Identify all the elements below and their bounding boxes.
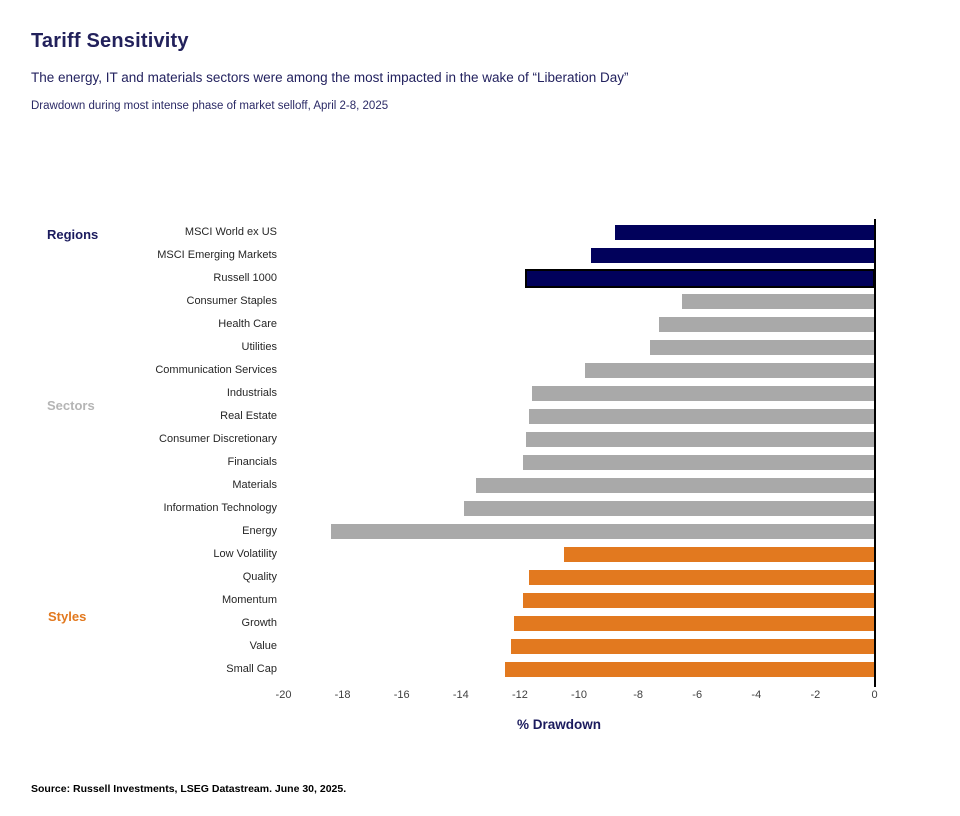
bar-rows: MSCI World ex US MSCI Emerging Markets Rus… [0, 221, 960, 681]
category-label: Real Estate [220, 410, 277, 422]
bar-low-volatility [564, 547, 875, 562]
bar-row: Momentum [0, 589, 960, 612]
bar-row: Materials [0, 474, 960, 497]
bar-row: Industrials [0, 382, 960, 405]
category-label: Energy [242, 525, 277, 537]
bar-communication-services [584, 363, 875, 378]
bar-consumer-discretionary [525, 432, 875, 447]
chart-note: Drawdown during most intense phase of ma… [31, 100, 389, 112]
bar-msci-world-ex-us [614, 225, 875, 240]
bar-industrials [531, 386, 875, 401]
category-label: Consumer Discretionary [159, 433, 277, 445]
bar-small-cap [505, 662, 875, 677]
bar-row: Real Estate [0, 405, 960, 428]
category-label: Russell 1000 [213, 272, 277, 284]
bar-msci-emerging-markets [590, 248, 875, 263]
bar-row: MSCI World ex US [0, 221, 960, 244]
bar-row: Small Cap [0, 658, 960, 681]
bar-row: Russell 1000 [0, 267, 960, 290]
bar-information-technology [463, 501, 875, 516]
bar-row: Utilities [0, 336, 960, 359]
category-label: Materials [232, 479, 277, 491]
category-label: MSCI Emerging Markets [157, 249, 277, 261]
source-note: Source: Russell Investments, LSEG Datast… [31, 783, 347, 795]
x-axis-title: % Drawdown [516, 717, 602, 732]
zero-axis-line [874, 219, 876, 687]
x-tick-label: -2 [810, 689, 821, 701]
bar-row: Consumer Staples [0, 290, 960, 313]
category-label: Industrials [226, 387, 277, 399]
bar-row: Consumer Discretionary [0, 428, 960, 451]
bar-row: MSCI Emerging Markets [0, 244, 960, 267]
bar-real-estate [528, 409, 875, 424]
category-label: Utilities [241, 341, 277, 353]
bar-health-care [658, 317, 875, 332]
bar-row: Low Volatility [0, 543, 960, 566]
x-tick-label: -4 [751, 689, 762, 701]
x-tick-label: -14 [452, 689, 469, 701]
category-label: Momentum [221, 594, 277, 606]
category-label: Quality [242, 571, 277, 583]
bar-row: Communication Services [0, 359, 960, 382]
bar-value [511, 639, 875, 654]
category-label: Information Technology [163, 502, 277, 514]
x-tick-label: -18 [334, 689, 351, 701]
bar-row: Quality [0, 566, 960, 589]
bar-russell-1000 [524, 269, 875, 288]
group-label-regions: Regions [47, 227, 99, 242]
bar-row: Information Technology [0, 497, 960, 520]
bar-row: Financials [0, 451, 960, 474]
category-label: Small Cap [226, 663, 277, 675]
bar-utilities [649, 340, 875, 355]
category-label: Communication Services [155, 364, 277, 376]
category-label: Low Volatility [213, 548, 277, 560]
bar-consumer-staples [682, 294, 875, 309]
bar-quality [528, 570, 875, 585]
category-label: Value [249, 640, 277, 652]
bar-row: Energy [0, 520, 960, 543]
bar-momentum [522, 593, 875, 608]
bar-growth [514, 616, 875, 631]
category-label: Financials [227, 456, 277, 468]
group-label-sectors: Sectors [47, 398, 95, 413]
x-tick-label: -12 [511, 689, 528, 701]
category-label: Health Care [218, 318, 277, 330]
bar-row: Health Care [0, 313, 960, 336]
x-tick-label: -6 [692, 689, 703, 701]
bar-row: Value [0, 635, 960, 658]
x-tick-label: -8 [633, 689, 643, 701]
bar-energy [330, 524, 875, 539]
bar-materials [475, 478, 875, 493]
bar-row: Growth [0, 612, 960, 635]
category-label: MSCI World ex US [184, 226, 277, 238]
category-label: Consumer Staples [186, 295, 278, 307]
group-label-styles: Styles [48, 609, 87, 624]
x-tick-label: -16 [393, 689, 410, 701]
x-tick-label: -10 [571, 689, 587, 701]
x-tick-label: -20 [275, 689, 292, 701]
page-title: Tariff Sensitivity [31, 30, 189, 52]
bar-financials [522, 455, 875, 470]
page-subtitle: The energy, IT and materials sectors wer… [31, 70, 629, 85]
category-label: Growth [241, 617, 277, 629]
x-tick-label: 0 [871, 689, 878, 701]
